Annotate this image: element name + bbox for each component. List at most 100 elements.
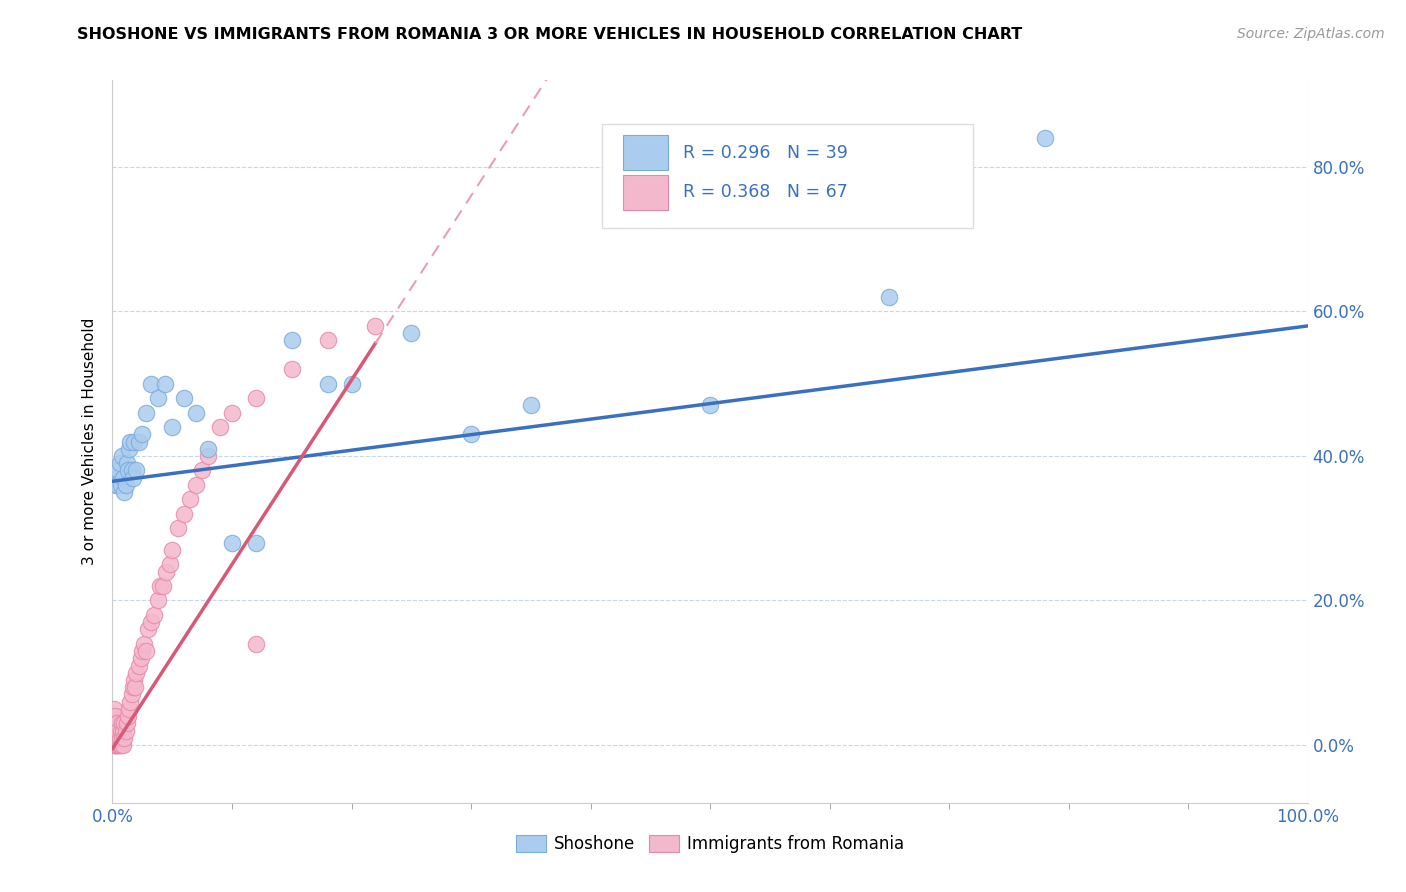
Point (162, 542, 183, 557)
Point (104, 471, 127, 485)
Point (139, 376, 162, 391)
Y-axis label: 3 or more Vehicles in Household: 3 or more Vehicles in Household (82, 318, 97, 566)
Point (128, 658, 150, 673)
Point (114, 731, 135, 745)
Point (139, 615, 162, 630)
Point (104, 709, 127, 723)
Point (104, 716, 127, 731)
Point (111, 449, 134, 463)
Point (114, 485, 135, 500)
Point (197, 442, 219, 456)
Point (117, 463, 139, 477)
Point (135, 644, 157, 658)
Point (120, 434, 142, 449)
Point (143, 607, 166, 622)
Text: Source: ZipAtlas.com: Source: ZipAtlas.com (1237, 27, 1385, 41)
Point (245, 637, 267, 651)
Legend: Shoshone, Immigrants from Romania: Shoshone, Immigrants from Romania (509, 828, 911, 860)
Point (152, 579, 174, 593)
FancyBboxPatch shape (623, 175, 668, 210)
Point (197, 449, 219, 463)
FancyBboxPatch shape (623, 136, 668, 169)
Point (699, 398, 721, 412)
Point (125, 665, 148, 680)
Point (146, 391, 169, 405)
Text: R = 0.368   N = 67: R = 0.368 N = 67 (682, 183, 848, 202)
Point (105, 738, 128, 752)
Point (103, 731, 125, 745)
Point (103, 709, 125, 723)
Point (173, 507, 195, 521)
Point (132, 637, 155, 651)
Point (118, 702, 141, 716)
Point (105, 723, 128, 738)
Point (110, 723, 132, 738)
Point (179, 492, 201, 507)
Point (131, 644, 153, 658)
Point (107, 731, 129, 745)
Point (173, 391, 195, 405)
Point (107, 738, 129, 752)
Point (105, 478, 128, 492)
Point (221, 535, 243, 549)
Point (340, 376, 363, 391)
Point (122, 673, 145, 687)
Point (401, 326, 423, 341)
Point (149, 579, 172, 593)
Point (112, 723, 135, 738)
Point (162, 420, 183, 434)
Point (104, 723, 127, 738)
Point (108, 731, 131, 745)
Point (155, 565, 177, 579)
Point (103, 723, 125, 738)
Point (122, 434, 145, 449)
Point (186, 406, 208, 420)
Point (129, 651, 152, 665)
Point (281, 362, 304, 376)
Point (103, 738, 125, 752)
Point (103, 716, 125, 731)
Point (146, 593, 169, 607)
Point (121, 463, 143, 477)
Point (108, 456, 131, 470)
Point (153, 376, 176, 391)
Point (135, 406, 157, 420)
Point (112, 738, 135, 752)
FancyBboxPatch shape (603, 124, 973, 228)
Point (103, 702, 125, 716)
Point (121, 687, 143, 701)
Point (114, 723, 136, 738)
Point (167, 521, 190, 535)
Point (105, 716, 128, 731)
Point (124, 680, 146, 694)
Point (111, 716, 134, 731)
Point (115, 716, 138, 731)
Point (112, 471, 135, 485)
Point (138, 623, 160, 637)
Text: SHOSHONE VS IMMIGRANTS FROM ROMANIA 3 OR MORE VEHICLES IN HOUSEHOLD CORRELATION : SHOSHONE VS IMMIGRANTS FROM ROMANIA 3 OR… (77, 27, 1022, 42)
Point (209, 420, 232, 434)
Point (128, 434, 150, 449)
Point (125, 463, 148, 477)
Point (114, 478, 136, 492)
Point (110, 738, 132, 752)
Point (364, 318, 387, 333)
Point (879, 290, 901, 304)
Point (316, 376, 339, 391)
Point (104, 731, 127, 745)
Point (108, 738, 131, 752)
Point (316, 334, 339, 348)
Point (118, 442, 141, 456)
Point (107, 463, 129, 477)
Point (105, 731, 128, 745)
Point (121, 471, 143, 485)
Point (245, 535, 267, 549)
Point (245, 391, 267, 405)
Point (105, 738, 128, 752)
Point (111, 731, 134, 745)
Point (221, 406, 243, 420)
Point (114, 716, 135, 731)
Text: R = 0.296   N = 39: R = 0.296 N = 39 (682, 144, 848, 161)
Point (131, 427, 153, 442)
Point (105, 731, 128, 745)
